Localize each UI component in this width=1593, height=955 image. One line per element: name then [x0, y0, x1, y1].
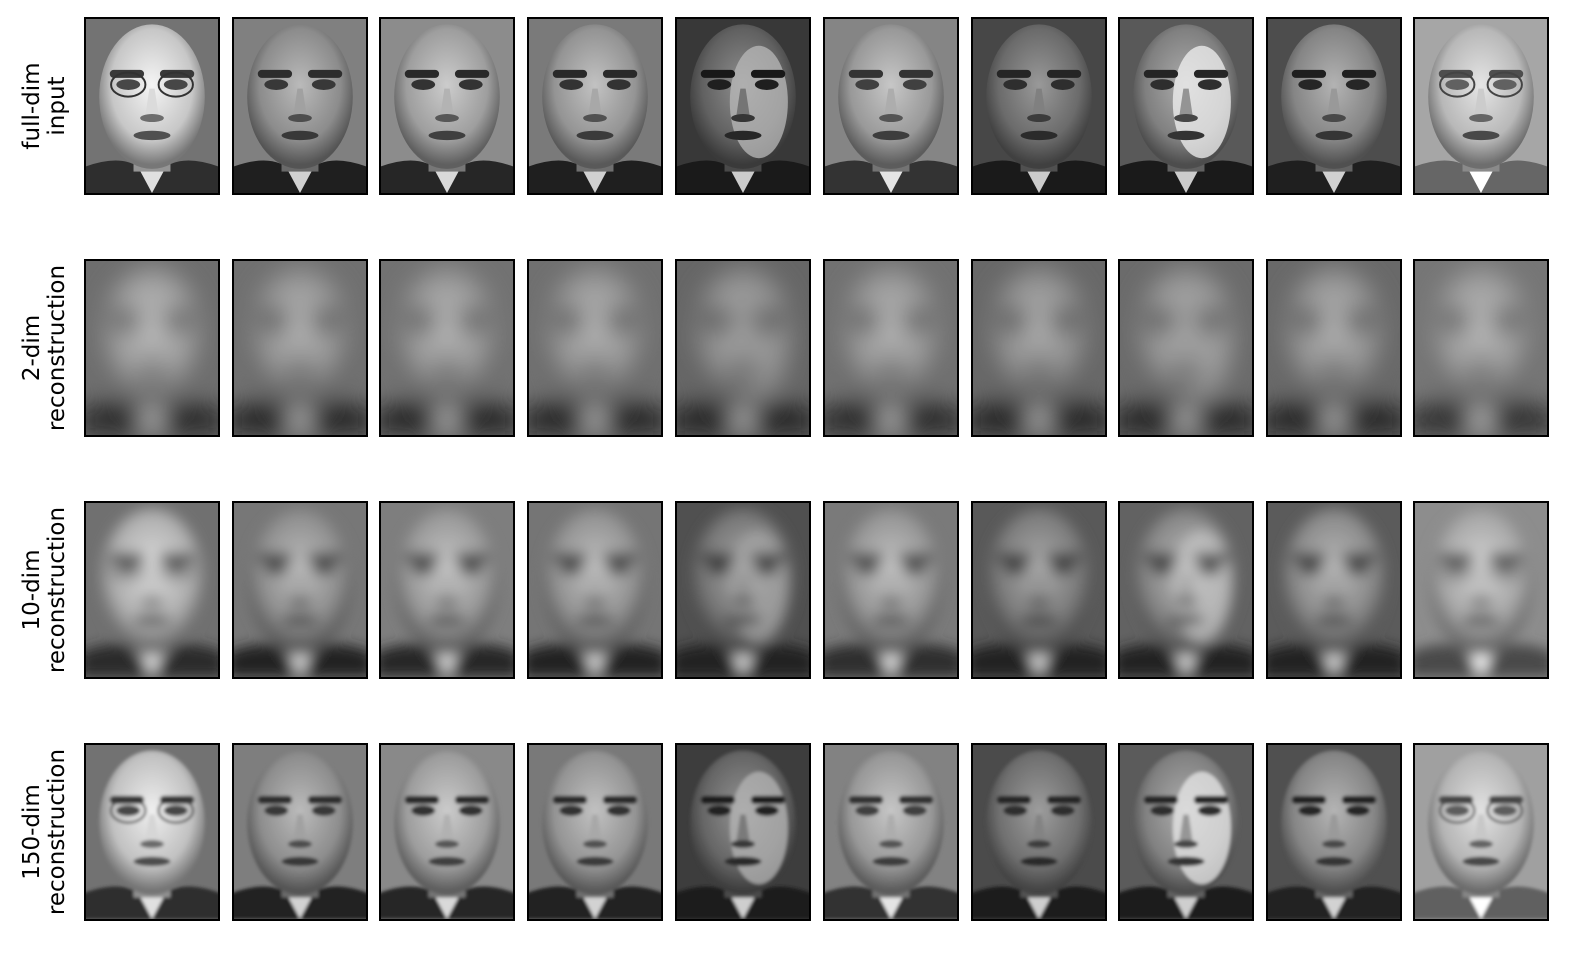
face-image-panel	[675, 743, 811, 921]
face-image-panel	[379, 259, 515, 437]
face-image-panel	[84, 259, 220, 437]
face-image	[529, 745, 661, 919]
row-label-line: full-dim	[19, 62, 45, 150]
face-image	[973, 745, 1105, 919]
face-image	[1268, 19, 1400, 193]
face-image-panel	[1413, 259, 1549, 437]
face-image-panel	[675, 17, 811, 195]
face-image	[86, 19, 218, 193]
face-image-panel	[232, 743, 368, 921]
face-image	[973, 19, 1105, 193]
face-image-panel	[823, 259, 959, 437]
face-image	[1120, 745, 1252, 919]
face-image-panel	[1413, 743, 1549, 921]
row-label-text: 2-dim reconstruction	[19, 264, 70, 432]
row-label-line: 150-dim	[19, 784, 45, 880]
face-image	[1120, 503, 1252, 677]
face-image	[86, 745, 218, 919]
face-image	[234, 745, 366, 919]
face-image-panel	[823, 501, 959, 679]
face-image-panel	[971, 259, 1107, 437]
face-image-panel	[1266, 17, 1402, 195]
face-image	[1120, 261, 1252, 435]
face-image	[234, 261, 366, 435]
face-image-panel	[379, 17, 515, 195]
face-image-panel	[232, 501, 368, 679]
face-image-panel	[823, 743, 959, 921]
row-label-line: reconstruction	[44, 264, 70, 432]
face-image-panel	[527, 743, 663, 921]
row-label-line: reconstruction	[44, 506, 70, 674]
row-label-line: reconstruction	[44, 748, 70, 916]
face-image-panel	[232, 17, 368, 195]
row-label-line: input	[44, 76, 70, 136]
face-image	[86, 503, 218, 677]
face-image	[529, 19, 661, 193]
face-image	[825, 503, 957, 677]
face-image-panel	[1118, 743, 1254, 921]
face-image-panel	[379, 743, 515, 921]
face-image-panel	[1118, 259, 1254, 437]
face-image	[381, 745, 513, 919]
face-image	[1415, 261, 1547, 435]
face-image	[677, 745, 809, 919]
face-image	[529, 261, 661, 435]
face-image-panel	[527, 259, 663, 437]
face-image	[234, 503, 366, 677]
face-image	[1268, 503, 1400, 677]
face-image-panel	[527, 501, 663, 679]
face-image-panel	[232, 259, 368, 437]
row-label-text: 10-dim reconstruction	[19, 506, 70, 674]
face-image	[1415, 745, 1547, 919]
face-image-panel	[1266, 743, 1402, 921]
face-image-panel	[675, 501, 811, 679]
face-image-panel	[527, 17, 663, 195]
face-image	[677, 503, 809, 677]
face-image	[825, 261, 957, 435]
face-image-panel	[1266, 501, 1402, 679]
face-image	[1268, 261, 1400, 435]
face-image-panel	[84, 743, 220, 921]
face-image-panel	[971, 501, 1107, 679]
row-label-line: 10-dim	[19, 549, 45, 631]
face-image	[825, 19, 957, 193]
row-label-line: 2-dim	[19, 314, 45, 382]
face-image	[677, 261, 809, 435]
face-image	[973, 503, 1105, 677]
face-image	[973, 261, 1105, 435]
face-image-panel	[1118, 17, 1254, 195]
face-image	[234, 19, 366, 193]
face-image	[86, 261, 218, 435]
face-image-panel	[675, 259, 811, 437]
face-image	[381, 261, 513, 435]
face-image-panel	[84, 501, 220, 679]
face-image-panel	[379, 501, 515, 679]
face-image-panel	[1118, 501, 1254, 679]
face-image	[1415, 19, 1547, 193]
face-image	[1415, 503, 1547, 677]
face-image-panel	[971, 743, 1107, 921]
row-label-text: 150-dim reconstruction	[19, 748, 70, 916]
face-image	[381, 503, 513, 677]
face-image-panel	[823, 17, 959, 195]
face-image	[677, 19, 809, 193]
face-image-panel	[1413, 17, 1549, 195]
face-image	[825, 745, 957, 919]
face-image-panel	[84, 17, 220, 195]
face-image	[381, 19, 513, 193]
face-image-panel	[971, 17, 1107, 195]
face-image	[1268, 745, 1400, 919]
face-image	[529, 503, 661, 677]
face-image	[1120, 19, 1252, 193]
face-image-panel	[1413, 501, 1549, 679]
face-image-panel	[1266, 259, 1402, 437]
row-label-text: full-dim input	[19, 62, 70, 150]
